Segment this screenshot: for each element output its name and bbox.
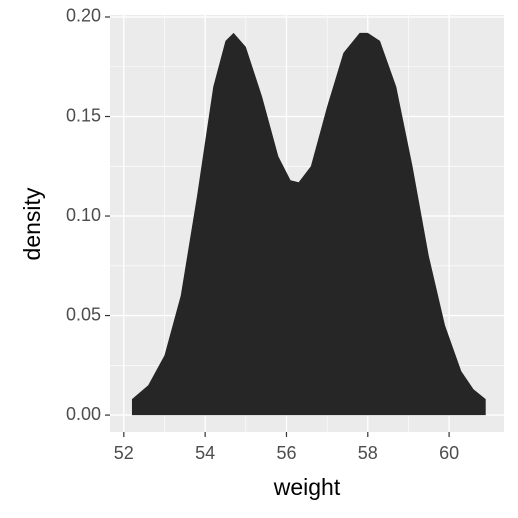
x-tick-label: 60 (439, 443, 459, 463)
y-axis-title: density (19, 187, 45, 260)
y-tick-label: 0.15 (66, 105, 101, 125)
x-tick-label: 58 (358, 443, 378, 463)
x-tick-label: 52 (114, 443, 134, 463)
y-tick-label: 0.00 (66, 404, 101, 424)
y-tick-label: 0.05 (66, 304, 101, 324)
y-tick-label: 0.20 (66, 6, 101, 26)
x-tick-label: 56 (276, 443, 296, 463)
marks (131, 32, 486, 416)
density-area (131, 32, 486, 416)
x-axis-title: weight (273, 474, 341, 500)
y-tick-label: 0.10 (66, 205, 101, 225)
x-tick-label: 54 (195, 443, 215, 463)
